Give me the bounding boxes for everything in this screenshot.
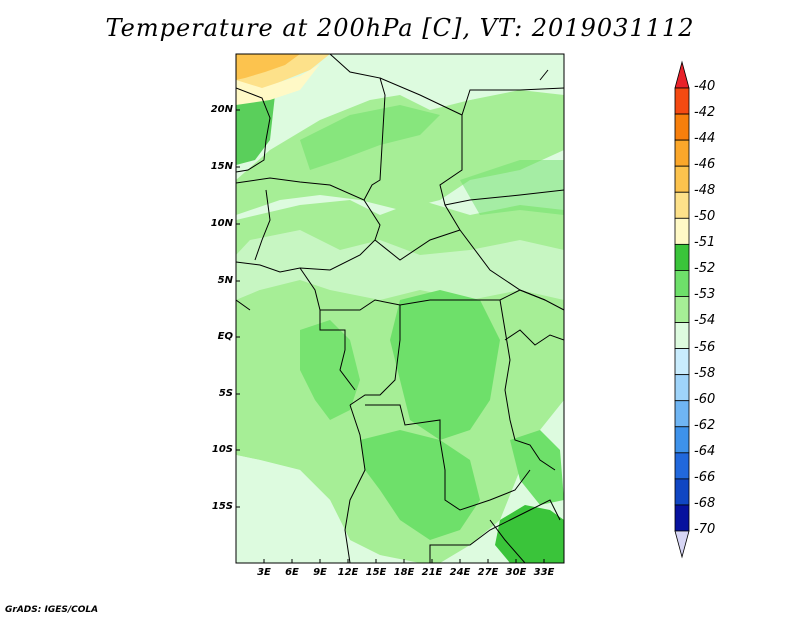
ylabel-15n: 15N <box>210 161 233 172</box>
field-52-basin <box>390 290 500 440</box>
border-angola-drc <box>365 404 531 511</box>
ylabel-eq: EQ <box>217 331 233 342</box>
border-gabon <box>319 310 356 391</box>
colorbar-segment <box>674 400 690 428</box>
border-sudan-south <box>444 189 564 206</box>
axis-ticks <box>236 109 545 563</box>
colorbar-label: -54 <box>694 313 716 328</box>
xlabel-3e: 3E <box>257 567 271 578</box>
field-54-sw <box>236 455 360 563</box>
ylabel-5s: 5S <box>218 388 233 399</box>
border-car-congo <box>299 267 521 311</box>
xlabel-27e: 27E <box>477 567 499 578</box>
map-title: Temperature at 200hPa [C], VT: 201903111… <box>105 14 695 42</box>
colorbar-label: -52 <box>694 261 716 276</box>
border-coast-ne <box>539 69 549 81</box>
colorbar-segment <box>674 139 690 167</box>
border-gulf <box>236 262 251 311</box>
field-52-se <box>510 430 564 505</box>
field-52-north-streak <box>300 105 440 170</box>
border-benin <box>254 189 271 261</box>
xlabel-21e: 21E <box>421 567 443 578</box>
colorbar-segment <box>674 348 690 376</box>
border-zambia <box>429 499 561 563</box>
field-54-ne <box>470 54 564 100</box>
field-48-corner <box>236 54 300 80</box>
field-52-east <box>460 160 564 215</box>
xlabel-24e: 24E <box>449 567 471 578</box>
border-libya-egypt <box>461 87 564 116</box>
colorbar-label: -62 <box>694 418 716 433</box>
ylabel-10s: 10S <box>211 444 233 455</box>
border-mozambique <box>489 519 526 563</box>
colorbar <box>674 60 690 559</box>
border-tanzania <box>499 299 556 471</box>
colorbar-segment <box>674 478 690 506</box>
colorbar-arrow-top <box>674 60 690 89</box>
colorbar-label: -46 <box>694 157 716 172</box>
xlabel-30e: 30E <box>505 567 527 578</box>
xlabel-18e: 18E <box>393 567 415 578</box>
colorbar-label: -66 <box>694 470 716 485</box>
colorbar-segment <box>674 217 690 245</box>
colorbar-segment <box>674 452 690 480</box>
colorbar-label: -53 <box>694 287 716 302</box>
field-54-band <box>236 230 564 300</box>
colorbar-label: -70 <box>694 522 716 537</box>
colorbar-segment <box>674 270 690 297</box>
colorbar-segment <box>674 243 690 271</box>
colorbar-label: -48 <box>694 183 716 198</box>
colorbar-label: -42 <box>694 105 716 120</box>
colorbar-label: -50 <box>694 209 716 224</box>
border-lakes <box>504 329 564 346</box>
colorbar-segment <box>674 165 690 193</box>
border-congo-drc <box>349 305 401 406</box>
ylabel-15s: 15S <box>211 501 233 512</box>
xlabel-33e: 33E <box>533 567 555 578</box>
border-niger-chad <box>329 54 386 201</box>
colorbar-segment <box>674 191 690 219</box>
colorbar-label: -51 <box>694 235 716 250</box>
border-angola-coast <box>344 404 366 563</box>
field-53-coast <box>236 290 280 355</box>
colorbar-segment <box>674 426 690 454</box>
map-frame <box>235 53 565 564</box>
colorbar-segment <box>674 322 690 350</box>
colorbar-label: -58 <box>694 366 716 381</box>
colorbar-label: -56 <box>694 340 716 355</box>
grads-credit: GrADS: IGES/COLA <box>5 605 99 615</box>
border-car-north <box>374 229 461 261</box>
xlabel-12e: 12E <box>337 567 359 578</box>
colorbar-label: -60 <box>694 392 716 407</box>
colorbar-segment <box>674 374 690 402</box>
border-coast-west <box>236 87 271 173</box>
colorbar-segment <box>674 113 690 141</box>
field-52-south <box>360 430 480 540</box>
colorbar-label: -40 <box>694 79 716 94</box>
colorbar-arrow-bottom <box>674 530 690 559</box>
xlabel-9e: 9E <box>313 567 327 578</box>
field-51-corner <box>236 64 320 105</box>
borders <box>236 54 564 563</box>
ylabel-20n: 20N <box>210 104 233 115</box>
colorbar-segment <box>674 87 690 115</box>
colorbar-label: -64 <box>694 444 716 459</box>
ylabel-10n: 10N <box>210 218 233 229</box>
ylabel-5n: 5N <box>217 275 233 286</box>
border-chad-sudan <box>379 77 546 301</box>
xlabel-15e: 15E <box>365 567 387 578</box>
colorbar-segment <box>674 296 690 323</box>
border-uganda <box>519 289 564 311</box>
colorbar-label: -68 <box>694 496 716 511</box>
colorbar-segment <box>674 504 690 532</box>
xlabel-6e: 6E <box>285 567 299 578</box>
colorbar-label: -44 <box>694 131 716 146</box>
